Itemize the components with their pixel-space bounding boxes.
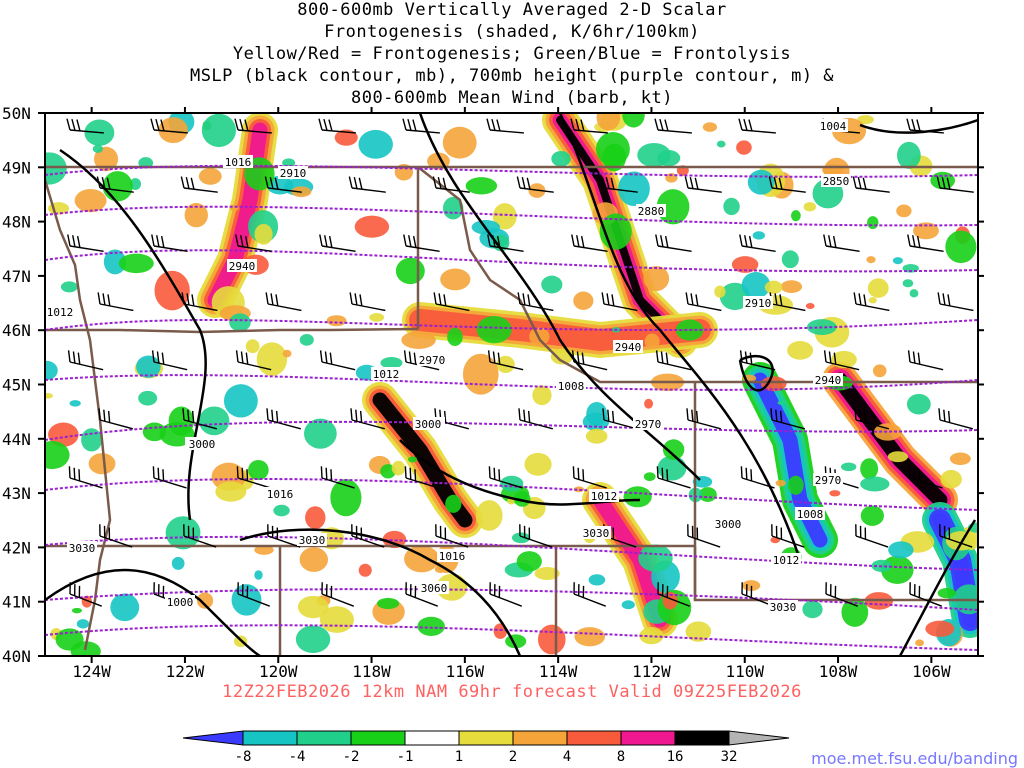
title-line-1: 800-600mb Vertically Averaged 2-D Scalar [297,0,727,20]
colorbar-label: 2 [509,749,517,765]
lon-tick-label: 122W [166,662,205,681]
contour-labels: 1004 1016 1012 1008 1012 1016 1016 1012 1008 1012… [45,119,851,614]
colorbar-label: 8 [617,749,625,765]
height-label: 2910 [280,167,307,180]
title-line-4: MSLP (black contour, mb), 700mb height (… [189,66,835,86]
colorbar-segment [296,730,352,746]
height-label: 2940 [615,341,642,354]
mslp-label: 1012 [47,306,74,319]
valid-time: 12Z22FEB2026 12km NAM 69hr forecast Vali… [222,682,802,702]
wind-barbs [66,118,974,607]
colorbar-label: 32 [721,749,738,765]
height-label: 3000 [715,518,742,531]
map-axes: 124W 122W 120W 118W 116W 114W 112W 110W 108W 106W… [2,104,984,681]
colorbar: -8 -4 -2 -1 1 2 4 8 16 32 [182,730,790,765]
map-panel: 1004 1016 1012 1008 1012 1016 1016 1012 1008 1012… [44,112,979,657]
height-label: 2970 [419,354,446,367]
height-label: 2940 [229,260,256,273]
lat-tick-label: 41N [2,593,31,612]
height-label: 3030 [69,542,96,555]
title-line-2: Frontogenesis (shaded, K/6hr/100km) [324,22,700,42]
lon-tick-label: 118W [352,662,391,681]
lon-tick-label: 108W [819,662,858,681]
lon-tick-label: 114W [539,662,578,681]
colorbar-label: 1 [455,749,463,765]
colorbar-segment [674,730,730,746]
height-label: 3060 [421,582,448,595]
height-label: 2970 [815,474,842,487]
colorbar-label: 16 [667,749,684,765]
height-label: 2850 [823,175,850,188]
colorbar-segment [458,730,514,746]
lon-tick-label: 124W [72,662,111,681]
colorbar-segment [182,730,244,746]
border-or-wa [45,327,419,334]
colorbar-label: -8 [235,749,252,765]
lat-tick-label: 49N [2,158,31,177]
mslp-label: 1008 [797,508,824,521]
colorbar-segment [350,730,406,746]
mslp-label: 1016 [267,488,294,501]
coastline [45,179,112,651]
mslp-label: 1016 [225,156,252,169]
lon-tick-label: 112W [632,662,671,681]
colorbar-label: -1 [397,749,414,765]
lat-tick-label: 50N [2,104,31,123]
mslp-label: 1012 [373,368,400,381]
colorbar-segment [620,730,676,746]
title-line-5: 800-600mb Mean Wind (barb, kt) [350,88,674,108]
colorbar-label: -4 [289,749,306,765]
height-label: 3030 [770,601,797,614]
lat-tick-label: 40N [2,647,31,666]
colorbar-segment [242,730,298,746]
lat-tick-label: 47N [2,267,31,286]
height-label: 2910 [745,297,772,310]
mslp-label: 1004 [820,120,847,133]
mslp-label: 1008 [558,380,585,393]
credit-link[interactable]: moe.met.fsu.edu/banding [811,749,1018,768]
colorbar-segment [512,730,568,746]
height-label: 3000 [189,438,216,451]
lat-tick-label: 48N [2,213,31,232]
mslp-label: 1000 [167,596,194,609]
colorbar-label: 4 [563,749,571,765]
height-label: 3000 [415,418,442,431]
height-label: 2880 [638,205,665,218]
lon-tick-label: 110W [725,662,764,681]
colorbar-label: -2 [343,749,360,765]
mslp-label: 1012 [773,554,800,567]
colorbar-segment [566,730,622,746]
colorbar-segment [404,730,460,746]
lat-tick-label: 44N [2,430,31,449]
height-label: 3030 [583,527,610,540]
height-label: 3030 [299,534,326,547]
mslp-label: 1012 [591,490,618,503]
height-label: 2970 [635,418,662,431]
height-contours [45,164,978,651]
lat-tick-label: 42N [2,538,31,557]
lat-tick-label: 43N [2,484,31,503]
title-line-3: Yellow/Red = Frontogenesis; Green/Blue =… [232,44,792,64]
lon-tick-label: 106W [912,662,951,681]
lon-tick-label: 116W [446,662,485,681]
mslp-label: 1016 [439,550,466,563]
colorbar-segment [728,730,790,746]
lat-tick-label: 45N [2,376,31,395]
border-ut-wy [693,546,978,602]
height-label: 2940 [815,374,842,387]
lat-tick-label: 46N [2,321,31,340]
lon-tick-label: 120W [259,662,298,681]
